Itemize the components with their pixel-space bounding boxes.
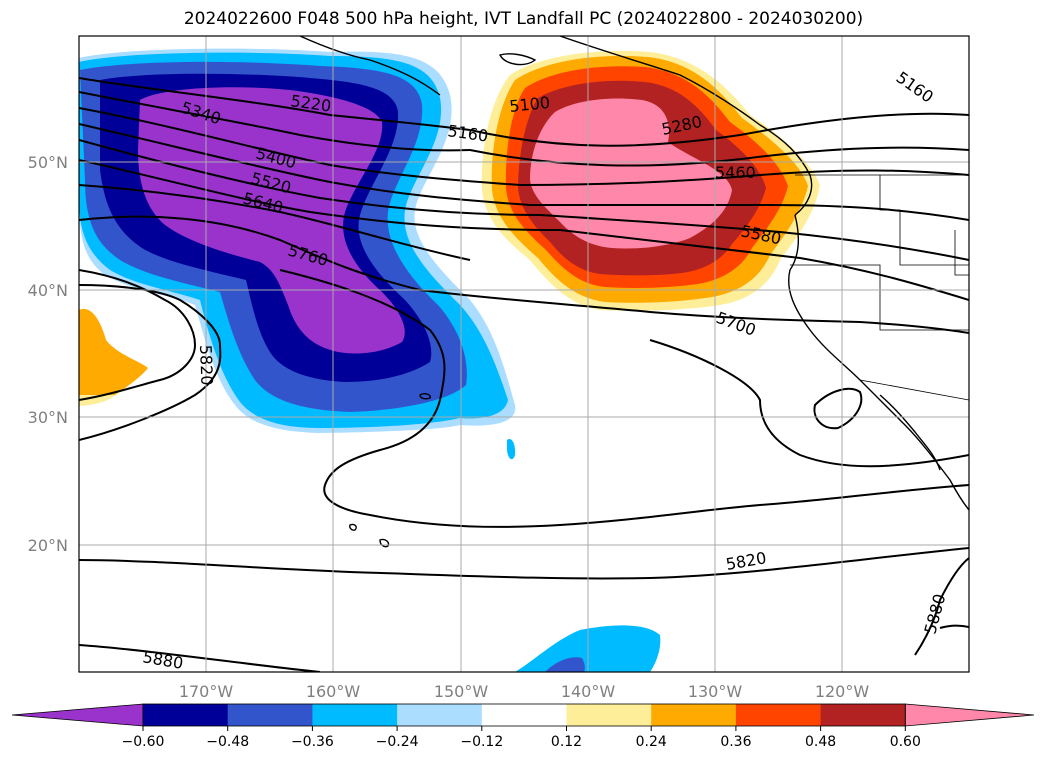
colorbar-segment	[312, 704, 398, 726]
lat-label: 50°N	[28, 153, 68, 172]
lon-label: 160°W	[306, 682, 361, 701]
contour-label: 5700	[714, 308, 759, 340]
colorbar-segment	[820, 704, 906, 726]
colorbar: −0.60 −0.48 −0.36 −0.24 −0.12 0.12 0.24 0.36 0.4…	[11, 703, 1035, 750]
colorbar-label: 0.36	[720, 734, 751, 750]
lon-label: 170°W	[179, 682, 234, 701]
contour-label: 5880	[921, 592, 950, 636]
map-title: 2024022600 F048 500 hPa height, IVT Land…	[183, 9, 864, 29]
colorbar-label: −0.60	[122, 734, 165, 750]
positive-ivt-region	[481, 50, 820, 311]
colorbar-label: −0.12	[460, 734, 503, 750]
bottom-negative-inner	[545, 657, 585, 672]
lon-label: 130°W	[688, 682, 743, 701]
longitude-labels: 170°W 160°W 150°W 140°W 130°W 120°W	[179, 682, 870, 701]
colorbar-extend-low	[11, 703, 144, 727]
colorbar-segment	[735, 704, 822, 726]
contour-label: 5880	[141, 647, 184, 673]
lat-label: 30°N	[28, 408, 68, 427]
colorbar-label: 0.48	[805, 734, 836, 750]
lon-label: 120°W	[815, 682, 870, 701]
colorbar-segment	[566, 704, 652, 726]
colorbar-segment	[143, 704, 229, 726]
lat-label: 40°N	[28, 281, 68, 300]
colorbar-outline	[142, 703, 906, 727]
latitude-labels: 50°N 40°N 30°N 20°N	[28, 153, 68, 555]
colorbar-extend-high	[904, 703, 1035, 727]
colorbar-label: 0.60	[890, 734, 921, 750]
contour-label: 5100	[508, 93, 550, 116]
pos-shade-0.60	[530, 98, 732, 249]
colorbar-label: 0.24	[636, 734, 667, 750]
lon-label: 150°W	[434, 682, 489, 701]
contour-label: 5160	[446, 121, 489, 145]
small-negative-blob	[507, 439, 516, 460]
colorbar-segment	[397, 704, 483, 726]
contour-label: 5160	[893, 68, 937, 107]
coastline	[299, 36, 969, 548]
left-edge-positive-patch	[79, 308, 148, 402]
colorbar-label: 0.12	[551, 734, 582, 750]
colorbar-label: −0.36	[291, 734, 334, 750]
colorbar-segment	[227, 704, 313, 726]
map-frame	[78, 35, 970, 673]
lat-label: 20°N	[28, 536, 68, 555]
colorbar-label: −0.24	[376, 734, 419, 750]
colorbar-segment	[651, 704, 737, 726]
contour-label: 5820	[196, 344, 216, 385]
gridlines	[79, 36, 969, 672]
lon-label: 140°W	[561, 682, 616, 701]
map-field	[79, 36, 969, 672]
colorbar-segment	[481, 704, 567, 726]
height-contours	[79, 77, 969, 672]
colorbar-label: −0.48	[206, 734, 249, 750]
contour-label: 5460	[715, 163, 756, 182]
